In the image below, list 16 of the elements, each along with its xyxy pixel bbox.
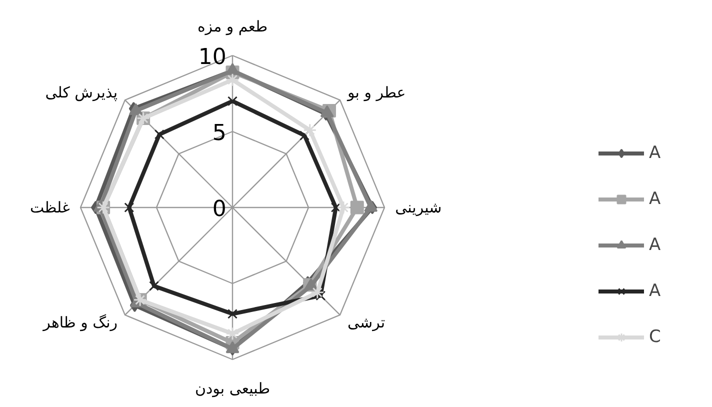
spoke-label: رنگ و ظاهر — [42, 314, 118, 332]
spoke-label: پذیرش کلی — [45, 83, 118, 102]
legend-label: A — [649, 281, 662, 301]
spoke-label: غلظت — [30, 198, 70, 216]
spoke-label: شیرینی — [395, 198, 442, 216]
legend-label: A — [649, 235, 662, 255]
spoke-label: طبیعی بودن — [194, 379, 270, 398]
legend-label: A — [649, 143, 662, 163]
spoke-label: عطر و بو — [346, 83, 406, 102]
legend-label: C — [649, 327, 662, 347]
y-tick-label: 0 — [212, 197, 226, 222]
legend-label: A — [649, 189, 662, 209]
y-tick-label: 5 — [212, 121, 226, 146]
y-tick-label: 10 — [198, 45, 226, 70]
spoke-label: ترشی — [348, 314, 386, 332]
spoke-label: طعم و مزه — [197, 18, 268, 36]
